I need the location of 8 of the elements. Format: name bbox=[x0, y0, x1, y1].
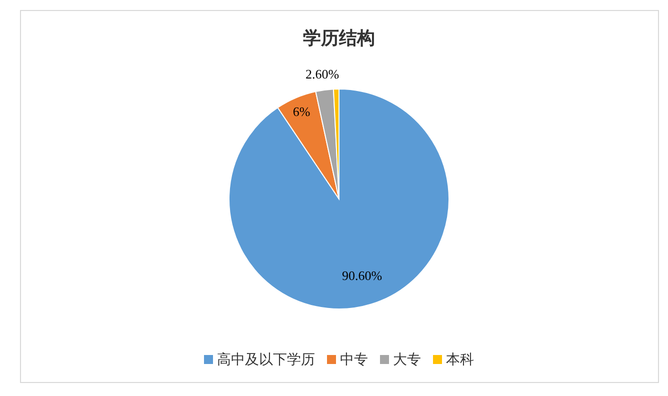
data-label: 90.60% bbox=[342, 268, 382, 283]
data-label: 2.60% bbox=[306, 66, 340, 82]
legend-label: 本科 bbox=[446, 352, 474, 368]
legend-label: 高中及以下学历 bbox=[217, 352, 315, 368]
data-label: 6% bbox=[292, 104, 310, 119]
legend-label: 大专 bbox=[393, 352, 421, 368]
chart-title: 学历结构 bbox=[303, 28, 375, 49]
legend-label: 中专 bbox=[340, 352, 368, 368]
